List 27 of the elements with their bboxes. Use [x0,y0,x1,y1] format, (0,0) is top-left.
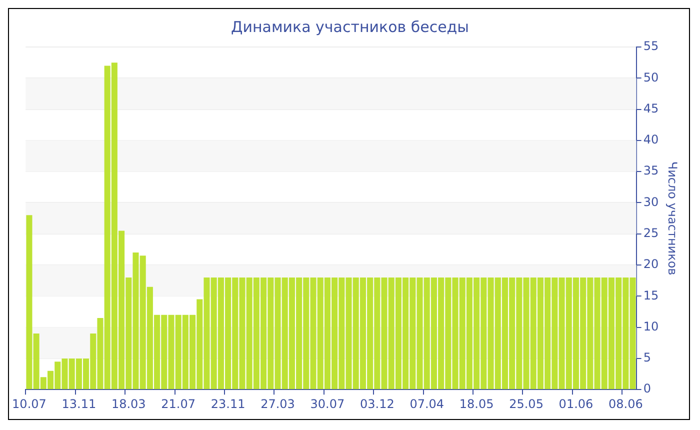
x-tick-label: 18.05 [459,396,494,411]
y-tick-label: 50 [643,70,659,84]
y-axis-title: Число участников [666,161,680,276]
y-tick-label: 45 [643,101,659,116]
y-tick-label: 35 [643,164,659,178]
x-tick-label: 03.12 [360,396,394,411]
x-tick-label: 27.03 [260,396,295,411]
y-tick-label: 30 [643,194,659,209]
x-tick-label: 10.07 [12,396,46,411]
y-tick-label: 15 [643,288,659,302]
x-tick-label: 01.06 [558,396,594,411]
x-tick-label: 13.11 [62,396,96,411]
y-tick-label: 10 [643,319,659,334]
y-tick-label: 40 [643,132,659,147]
y-tick-label: 0 [643,382,651,396]
x-tick-label: 23.11 [210,396,246,411]
x-tick-label: 07.04 [410,396,444,411]
x-tick-label: 30.07 [310,396,345,411]
x-tick-label: 08.06 [608,396,643,411]
y-tick-label: 20 [643,257,659,272]
chart-title: Динамика участников беседы [230,18,470,36]
x-tick-label: 21.07 [161,396,196,411]
x-tick-label: 25.05 [509,396,544,411]
y-tick-label: 55 [643,39,659,54]
y-tick-label: 25 [643,226,659,240]
x-tick-label: 18.03 [111,396,146,411]
y-tick-label: 5 [643,350,651,365]
